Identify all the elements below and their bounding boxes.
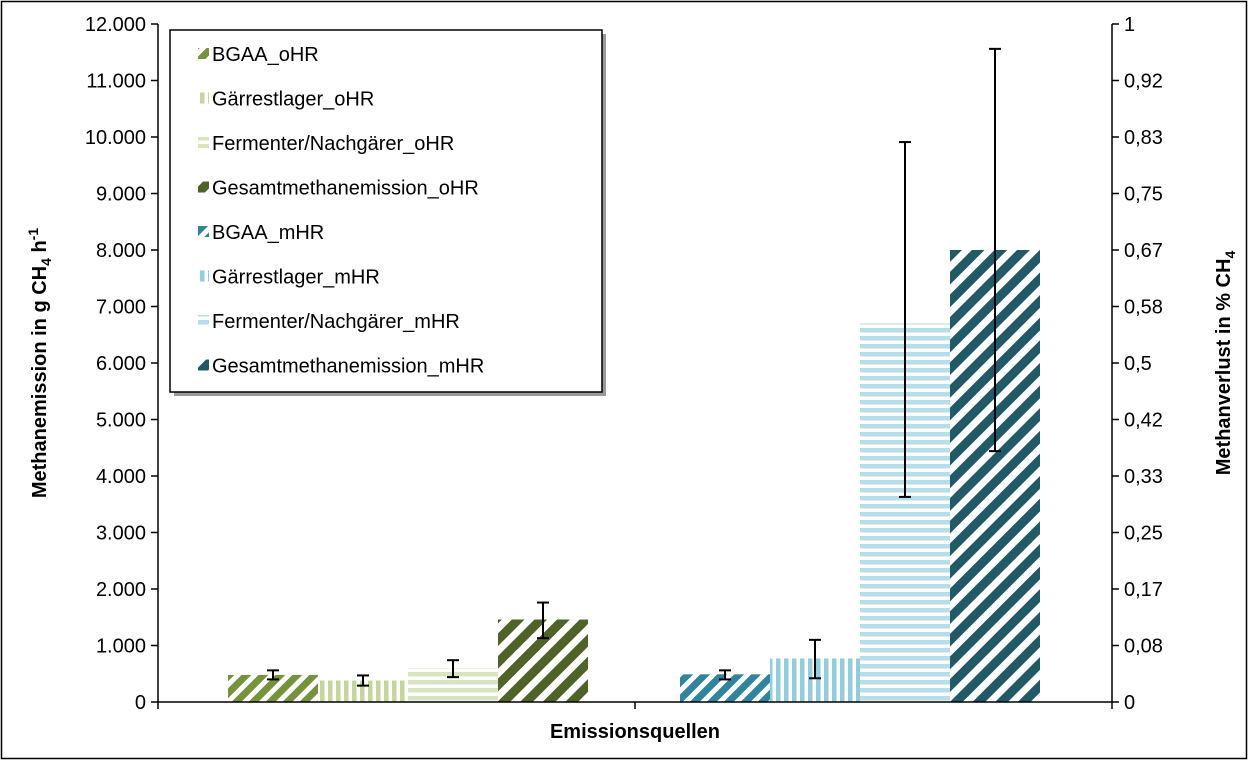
y2-tick-label: 0 [1124, 692, 1135, 714]
legend-item: Gärrestlager_mHR [198, 267, 380, 289]
error-bar-gesamtmethanemission-ohr [537, 601, 549, 640]
y-axis-label: Methanemission in g CH4 h-1 [25, 228, 54, 498]
y2-tick-label: 0,08 [1124, 636, 1163, 658]
legend-swatch [198, 48, 209, 59]
y2-tick-label: 0,92 [1124, 71, 1163, 93]
x-axis-label: Emissionsquellen [550, 721, 720, 743]
y-tick-label: 2.000 [96, 579, 146, 601]
bar-g-rrestlager-ohr [318, 680, 408, 702]
y2-tick-label: 0,58 [1124, 297, 1163, 319]
y-tick-label: 0 [135, 692, 146, 714]
y2-tick-label: 0,33 [1124, 466, 1163, 488]
y2-tick-label: 0,67 [1124, 240, 1163, 262]
y-tick-label: 12.000 [85, 14, 146, 36]
y-tick-label: 6.000 [96, 353, 146, 375]
legend-label: Gesamtmethanemission_mHR [212, 356, 484, 378]
y-tick-label: 4.000 [96, 466, 146, 488]
y2-tick-label: 0,42 [1124, 410, 1163, 432]
y-tick-label: 5.000 [96, 410, 146, 432]
legend-item: Fermenter/Nachgärer_mHR [198, 311, 460, 333]
y2-axis-label: Methanverlust in % CH4 [1213, 251, 1238, 476]
legend-swatch [198, 315, 209, 326]
legend-label: Gärrestlager_mHR [212, 267, 380, 289]
y2-tick-label: 0,75 [1124, 184, 1163, 206]
legend-item: BGAA_oHR [198, 44, 319, 66]
axes-layer: 0 1.000 2.000 3.000 4.000 5.000 6.000 7.000 8.00… [25, 14, 1238, 743]
y-tick-label: 3.000 [96, 523, 146, 545]
y-tick-label: 1.000 [96, 636, 146, 658]
legend-label: Gesamtmethanemission_oHR [212, 178, 479, 200]
legend-item: Fermenter/Nachgärer_oHR [198, 133, 454, 155]
legend-label: Fermenter/Nachgärer_mHR [212, 311, 460, 333]
error-bars-layer [267, 47, 1001, 687]
bars-layer [228, 250, 1040, 702]
y-tick-label: 7.000 [96, 297, 146, 319]
legend: BGAA_oHR Gärrestlager_oHR Fermenter/Nachgä… [169, 29, 606, 396]
legend-swatch [198, 359, 209, 371]
legend-swatch [198, 270, 209, 282]
y2-tick-label: 0,25 [1124, 523, 1163, 545]
error-bar-bgaa-mhr [719, 669, 731, 681]
y2-tick-label: 0,83 [1124, 127, 1163, 149]
error-bar-g-rrestlager-mhr [809, 638, 821, 680]
legend-item: Gesamtmethanemission_oHR [198, 178, 479, 200]
legend-label: Gärrestlager_oHR [212, 89, 374, 111]
legend-label: BGAA_oHR [212, 44, 319, 66]
y2-tick-label: 0,5 [1124, 353, 1152, 375]
y-tick-label: 10.000 [85, 127, 146, 149]
error-bar-gesamtmethanemission-mhr [989, 47, 1001, 453]
error-bar-fermenter-nachg-rer-mhr [899, 141, 911, 498]
legend-item: BGAA_mHR [198, 222, 324, 244]
y2-tick-label: 0,17 [1124, 579, 1163, 601]
legend-item: Gärrestlager_oHR [198, 89, 374, 111]
legend-label: Fermenter/Nachgärer_oHR [212, 133, 454, 155]
y-tick-label: 11.000 [86, 71, 146, 93]
error-bar-bgaa-ohr [267, 669, 279, 681]
legend-swatch [198, 92, 209, 104]
legend-item: Gesamtmethanemission_mHR [198, 356, 484, 378]
legend-box [169, 29, 603, 393]
legend-swatch [198, 226, 209, 237]
legend-label: BGAA_mHR [212, 222, 324, 244]
legend-swatch [198, 181, 209, 193]
error-bar-fermenter-nachg-rer-ohr [447, 659, 459, 679]
legend-swatch [198, 137, 209, 148]
y-tick-label: 8.000 [96, 240, 146, 262]
y-tick-label: 9.000 [96, 184, 146, 206]
error-bar-g-rrestlager-ohr [357, 674, 369, 687]
y2-tick-label: 1 [1124, 14, 1135, 36]
